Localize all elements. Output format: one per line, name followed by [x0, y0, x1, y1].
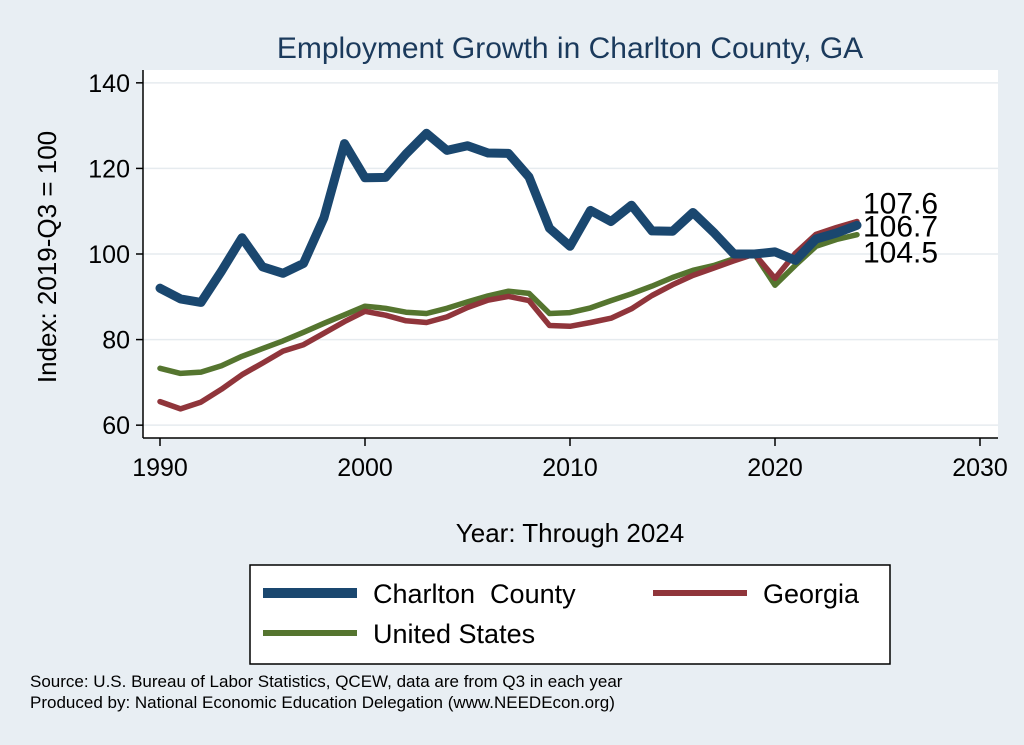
y-tick-label-100: 100: [88, 241, 130, 269]
axes: 60 80 100 120 140 1990 2000 2010 2020 2030: [88, 70, 1008, 482]
legend: Charlton County Georgia United States: [249, 564, 891, 665]
y-tick-label-120: 120: [88, 155, 130, 183]
x-tick-label-2010: 2010: [542, 454, 598, 482]
end-label-united-states: 104.5: [863, 237, 938, 270]
series-line-georgia: [157, 218, 860, 412]
end-label-charlton-county: 106.7: [863, 210, 938, 243]
gridlines: [143, 82, 998, 426]
end-label-georgia: 107.6: [863, 187, 938, 220]
chart-title: Employment Growth in Charlton County, GA: [277, 32, 863, 65]
source-note: Source: U.S. Bureau of Labor Statistics,…: [30, 672, 623, 691]
series-lines: [155, 128, 862, 412]
x-tick-label-2020: 2020: [747, 454, 803, 482]
producer-note: Produced by: National Economic Education…: [30, 693, 615, 712]
y-tick-label-140: 140: [88, 70, 130, 98]
y-axis-title: Index: 2019-Q3 = 100: [32, 131, 62, 383]
x-tick-label-1990: 1990: [132, 454, 188, 482]
legend-box: [249, 564, 891, 665]
x-tick-label-2030: 2030: [952, 454, 1008, 482]
legend-label-united-states: United States: [373, 619, 535, 649]
x-axis-title: Year: Through 2024: [456, 518, 684, 548]
y-tick-label-60: 60: [102, 412, 130, 440]
legend-label-charlton: Charlton County: [373, 579, 576, 609]
x-tick-label-2000: 2000: [337, 454, 393, 482]
y-tick-label-80: 80: [102, 327, 130, 355]
series-line-charlton-county: [155, 128, 862, 307]
legend-label-georgia: Georgia: [763, 579, 860, 609]
